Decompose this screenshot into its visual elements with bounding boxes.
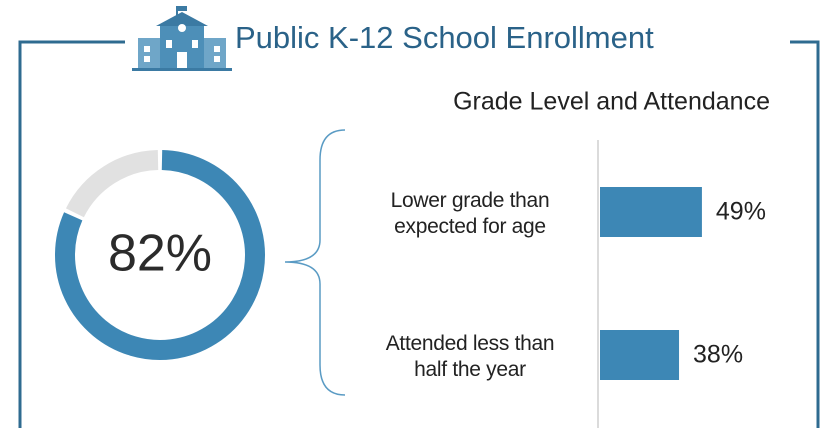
frame-left <box>18 40 125 428</box>
bar-value-label: 38% <box>693 341 743 369</box>
bar <box>600 330 680 380</box>
donut-track <box>65 150 159 218</box>
school-icon <box>132 6 232 71</box>
frame-right <box>790 40 820 428</box>
donut-label: 82% <box>108 225 212 283</box>
bar <box>600 187 702 237</box>
bar-value-label: 49% <box>716 198 766 226</box>
donut-segment <box>55 150 265 360</box>
frame <box>18 40 820 428</box>
category-label: Lower grade than expected for age <box>390 189 550 238</box>
category-label: Attended less than half the year <box>385 332 555 381</box>
bracket <box>284 129 346 396</box>
bar-title: Grade Level and Attendance <box>453 88 770 116</box>
page-title: Public K-12 School Enrollment <box>235 20 654 55</box>
